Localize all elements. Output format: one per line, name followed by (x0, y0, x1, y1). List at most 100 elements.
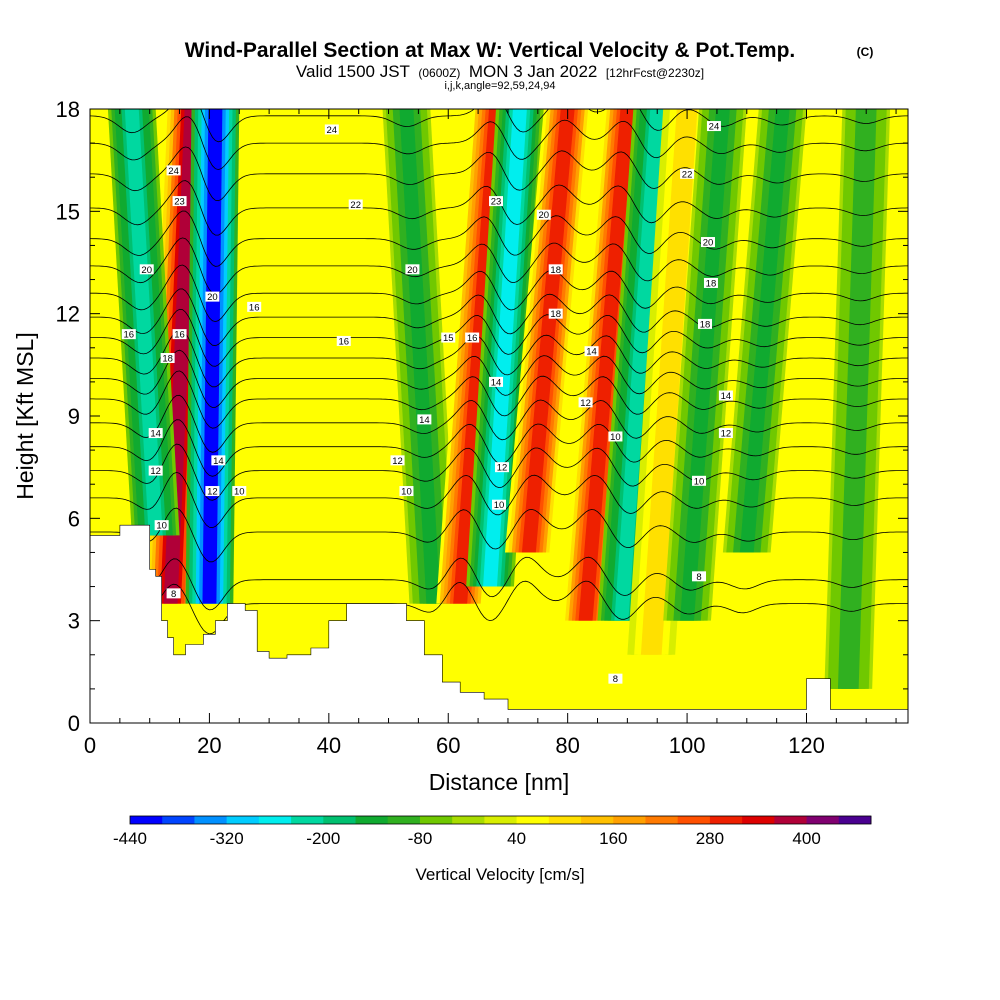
colorbar-swatch (419, 816, 453, 824)
colorbar-swatch (581, 816, 614, 824)
velocity-band (614, 109, 665, 621)
theta-contour-line (90, 146, 908, 202)
contour-label: 24 (706, 121, 721, 133)
contour-label-text: 18 (550, 309, 561, 320)
velocity-band (578, 109, 635, 621)
x-tick-label: 40 (317, 733, 341, 758)
colorbar-swatch (709, 816, 743, 824)
contour-label: 20 (205, 291, 220, 303)
x-tick-label: 0 (84, 733, 96, 758)
colorbar-swatch (130, 816, 163, 824)
colorbar-tick-label: 40 (507, 829, 526, 848)
colorbar-tick-label: 400 (792, 829, 820, 848)
contour-label-bg (348, 199, 363, 210)
contour-label-bg (692, 571, 707, 582)
contour-label-text: 12 (497, 463, 508, 474)
colorbar-swatch (516, 816, 550, 824)
contour-label-text: 12 (207, 487, 218, 498)
contour-label-bg (399, 486, 414, 497)
contour-label-text: 15 (443, 333, 454, 344)
contour-label: 12 (148, 465, 163, 477)
contour-label: 10 (692, 475, 707, 487)
contour-label-bg (172, 196, 187, 207)
contour-label-text: 20 (703, 238, 714, 249)
contour-label: 20 (536, 209, 551, 221)
y-tick-label: 15 (56, 199, 80, 224)
contour-label-bg (489, 376, 504, 387)
contour-label-text: 12 (392, 456, 403, 467)
theta-contour-line (90, 394, 908, 453)
contour-label: 18 (697, 318, 712, 330)
contour-label: 18 (703, 277, 718, 289)
theta-contour-line (90, 443, 908, 501)
contour-label-bg (608, 431, 623, 442)
contour-label: 14 (417, 414, 432, 426)
contour-label-bg (148, 428, 163, 439)
x-tick-labels: 0 20 40 60 80 100 120 (84, 733, 825, 758)
contour-label-text: 18 (706, 278, 717, 289)
colorbar-swatch (548, 816, 582, 824)
y-tick-label: 12 (56, 302, 80, 327)
theta-contour-line (90, 580, 908, 635)
colorbar-swatch (355, 816, 389, 824)
theta-contour-line (90, 329, 908, 388)
theta-contour-line (90, 288, 908, 347)
contour-label: 16 (172, 329, 187, 341)
contour-label-text: 23 (174, 197, 185, 208)
velocity-band (841, 109, 874, 689)
contour-label-bg (706, 121, 721, 132)
contour-label-bg (584, 346, 599, 357)
contour-label-text: 14 (721, 391, 732, 402)
contour-label-bg (718, 390, 733, 401)
contour-label: 12 (578, 397, 593, 409)
contour-label-bg (390, 455, 405, 466)
theta-contour-line (90, 308, 908, 367)
colorbar (129, 815, 872, 825)
contour-label-text: 8 (696, 572, 701, 583)
colorbar-swatch (806, 816, 840, 824)
y-tick-labels: 0 3 6 9 12 15 18 (56, 97, 80, 736)
contour-label-bg (578, 397, 593, 408)
contour-label-text: 22 (682, 169, 693, 180)
contour-label: 15 (441, 332, 456, 344)
colorbar-tick-label: -200 (306, 829, 340, 848)
contour-label: 18 (548, 308, 563, 320)
contour-label: 8 (166, 588, 181, 600)
theta-contour-line (90, 471, 908, 529)
colorbar-tick-label: 280 (696, 829, 724, 848)
contour-label: 16 (465, 332, 480, 344)
plot-area: 24 24 24 23 22 23 20 22 20 20 20 16 20 18 18 18 18 16 16 16… (90, 109, 908, 723)
contour-label: 10 (154, 520, 169, 532)
contour-label-text: 10 (156, 521, 167, 532)
contour-label-text: 14 (150, 429, 161, 440)
contour-label-bg (489, 196, 504, 207)
theta-contour-line (90, 116, 908, 171)
contour-label-bg (465, 332, 480, 343)
contour-label: 10 (399, 486, 414, 498)
velocity-band (202, 109, 223, 604)
contour-label-text: 24 (327, 125, 338, 136)
y-axis-label: Height [Kft MSL] (12, 332, 38, 499)
contour-label-text: 20 (141, 265, 152, 276)
colorbar-swatch (226, 816, 260, 824)
contour-label-bg (336, 335, 351, 346)
theta-contour-line (90, 237, 908, 295)
contour-label-bg (205, 486, 220, 497)
contour-label-bg (232, 486, 247, 497)
colorbar-swatch (452, 816, 485, 824)
contour-label-text: 12 (721, 429, 732, 440)
contour-label: 22 (680, 168, 695, 180)
contour-label-bg (205, 291, 220, 302)
contour-label-text: 14 (213, 456, 224, 467)
contour-label-text: 16 (467, 333, 478, 344)
x-tick-label: 100 (669, 733, 706, 758)
chart-subtitle: Valid 1500 JST (0600Z) MON 3 Jan 2022 [1… (296, 62, 704, 81)
contour-label-text: 14 (586, 347, 597, 358)
velocity-band (680, 109, 730, 621)
axis-ticks (89, 108, 908, 724)
contour-label-bg (548, 308, 563, 319)
contour-label-bg (139, 264, 154, 275)
contour-label-text: 10 (694, 476, 705, 487)
contour-label-bg (492, 499, 506, 510)
